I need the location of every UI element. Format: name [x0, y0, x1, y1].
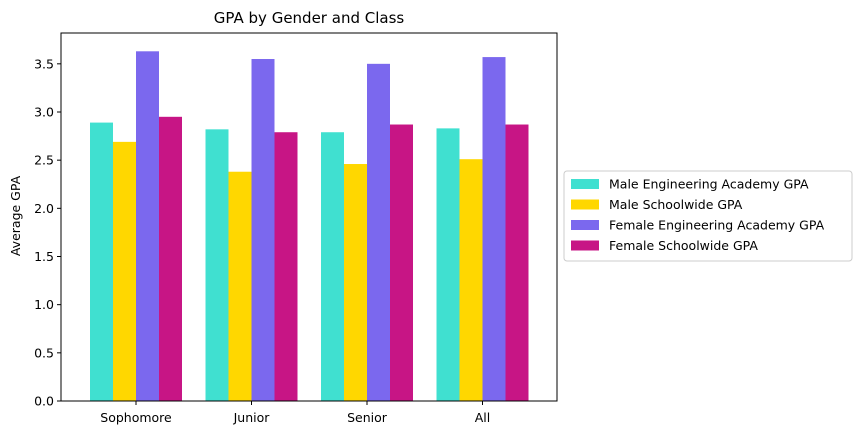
y-tick-label: 0.0 — [34, 394, 54, 409]
chart-title: GPA by Gender and Class — [214, 9, 405, 27]
bar-senior-series-1 — [344, 164, 367, 401]
y-tick-label: 3.0 — [34, 104, 54, 119]
bar-sophomore-series-2 — [136, 51, 159, 402]
bar-sophomore-series-1 — [113, 141, 136, 402]
legend-label-1: Male Schoolwide GPA — [609, 197, 743, 212]
legend-swatch-2 — [571, 220, 599, 230]
legend-frame — [563, 170, 853, 262]
x-tick-label-all: All — [475, 410, 491, 425]
bar-sophomore-series-0 — [90, 122, 113, 401]
x-tick-label-sophomore: Sophomore — [100, 410, 172, 425]
y-tick-label: 2.5 — [34, 153, 54, 168]
bar-all-series-0 — [436, 128, 460, 401]
legend-swatch-1 — [571, 199, 599, 210]
y-ticks-group: 0.0 0.5 1.0 1.5 2.0 2.5 3.0 3.5 — [34, 56, 61, 409]
legend: Male Engineering Academy GPA Male Schoolw… — [563, 170, 853, 262]
x-tick-label-senior: Senior — [347, 410, 388, 425]
y-tick-label: 0.5 — [34, 345, 54, 360]
plot-frame — [60, 32, 558, 402]
legend-swatch-3 — [571, 240, 599, 251]
bar-all-series-2 — [482, 57, 506, 401]
x-ticks-group: Sophomore Junior Senior All — [100, 401, 490, 425]
y-axis-label: Average GPA — [8, 175, 23, 256]
y-tick-label: 2.0 — [34, 201, 54, 216]
y-tick-label: 1.5 — [34, 249, 54, 264]
bar-all-series-3 — [505, 124, 529, 402]
bar-junior-series-2 — [251, 59, 275, 401]
bar-all-series-1 — [459, 159, 483, 401]
bars-group — [90, 51, 529, 402]
bar-senior-series-0 — [321, 132, 344, 402]
legend-label-3: Female Schoolwide GPA — [609, 238, 758, 253]
bar-sophomore-series-3 — [159, 116, 182, 401]
x-tick-label-junior: Junior — [233, 410, 271, 425]
legend-label-0: Male Engineering Academy GPA — [609, 177, 809, 192]
bar-junior-series-0 — [205, 129, 229, 401]
bar-senior-series-2 — [367, 63, 390, 401]
y-tick-label: 1.0 — [34, 297, 54, 312]
bar-junior-series-3 — [274, 132, 298, 402]
y-tick-label: 3.5 — [34, 56, 54, 71]
legend-label-2: Female Engineering Academy GPA — [609, 218, 825, 233]
bar-junior-series-1 — [228, 171, 252, 401]
legend-swatch-0 — [571, 179, 599, 189]
bar-senior-series-3 — [390, 124, 413, 402]
